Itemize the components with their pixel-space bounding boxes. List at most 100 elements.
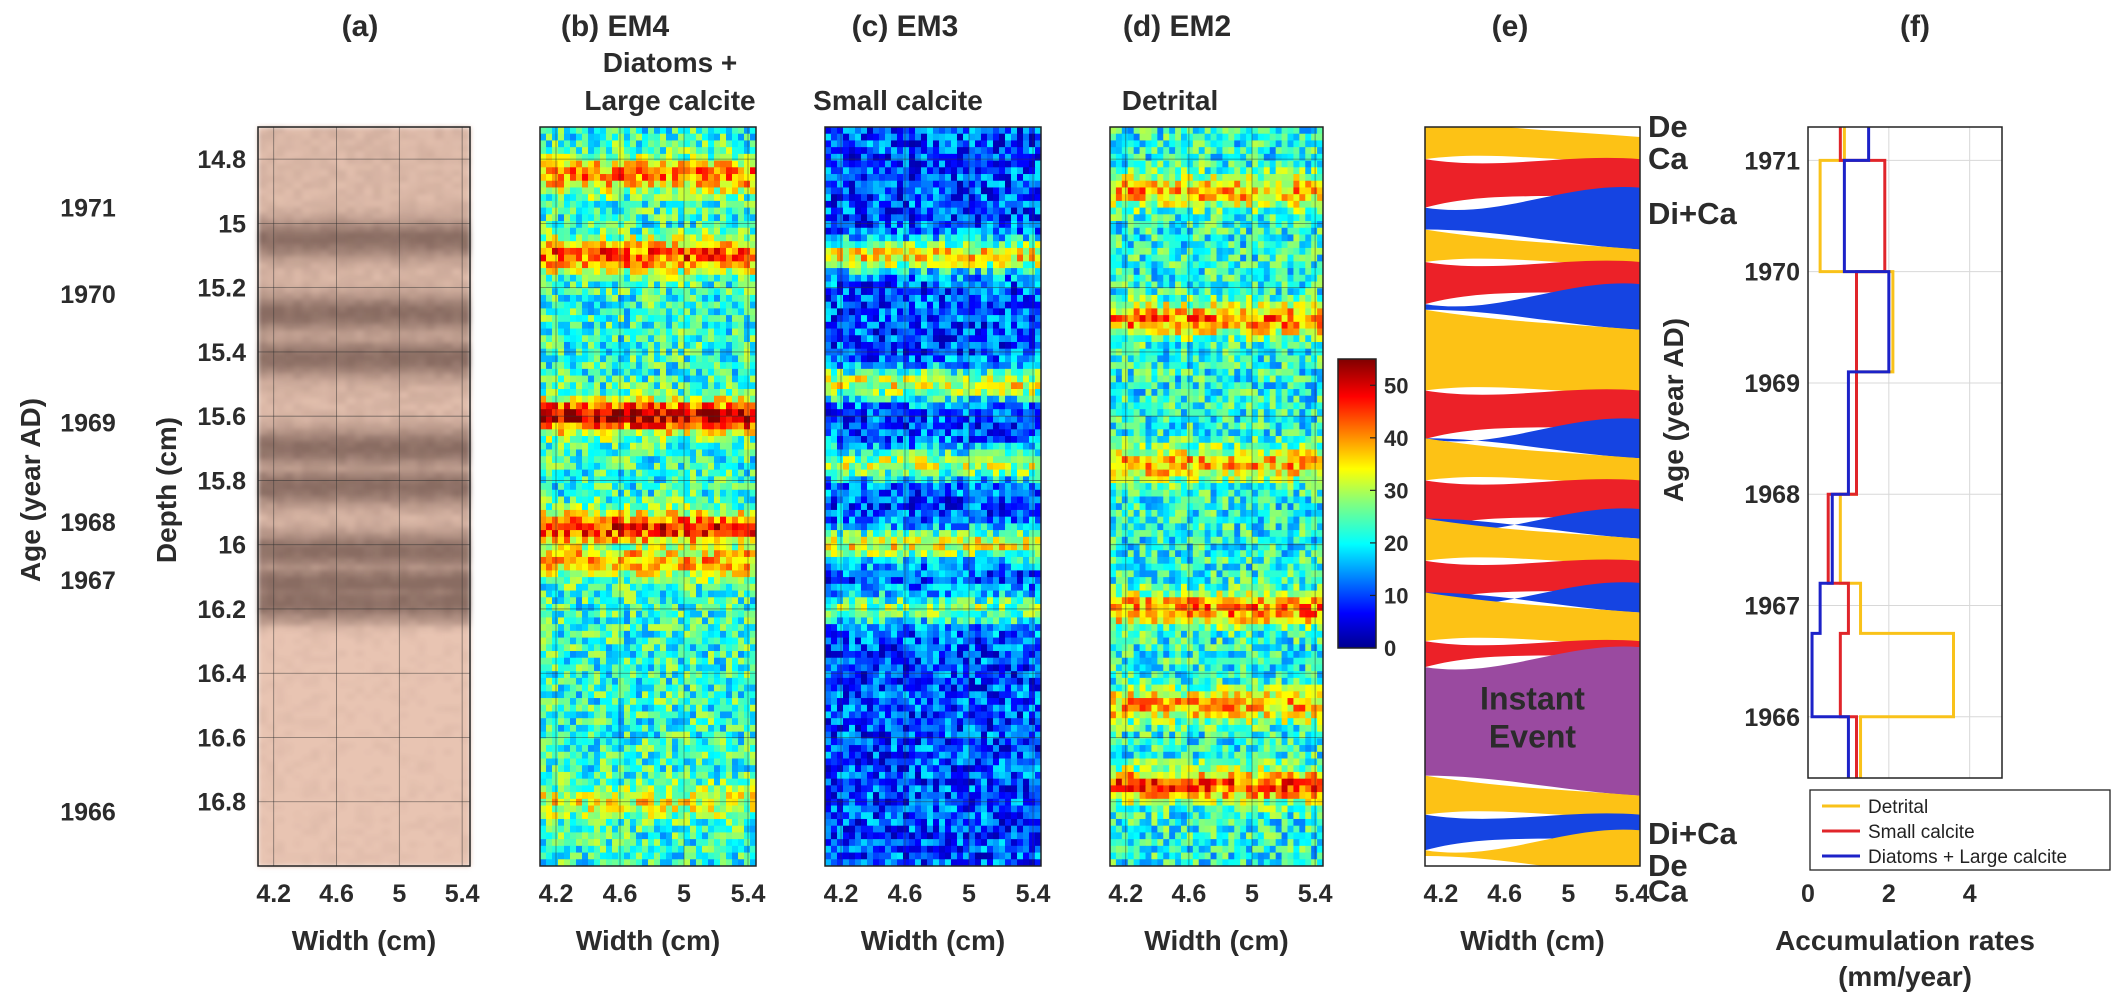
panel-b-cell: [726, 288, 733, 296]
panel-a-pixel: [381, 785, 392, 793]
panel-b-cell: [714, 127, 721, 135]
panel-a-pixel: [311, 182, 321, 190]
panel-a-pixel: [302, 151, 312, 159]
panel-b-cell: [702, 503, 709, 511]
depth-tick-label: 14.8: [197, 146, 246, 174]
panel-a-pixel: [293, 699, 303, 707]
panel-a-pixel: [364, 465, 374, 473]
panel-a-pixel: [372, 656, 383, 664]
panel-a-pixel: [434, 478, 445, 485]
panel-a-pixel: [461, 484, 471, 491]
panel-a-pixel: [443, 625, 453, 633]
panel-b-cell: [660, 294, 667, 303]
panel-b-cell: [702, 180, 709, 188]
panel-a-pixel: [443, 207, 453, 214]
panel-a-pixel: [372, 816, 383, 824]
panel-b-cell: [678, 469, 685, 477]
panel-b-cell: [696, 254, 703, 262]
panel-b-cell: [642, 241, 649, 249]
panel-b-cell: [732, 422, 739, 430]
panel-a-pixel: [372, 127, 383, 134]
panel-a-pixel: [417, 761, 427, 769]
panel-b-cell: [660, 489, 667, 497]
panel-a-pixel: [355, 447, 365, 454]
panel-a-pixel: [293, 225, 303, 233]
panel-b-cell: [738, 207, 745, 215]
panel-a-pixel: [390, 693, 400, 701]
panel-b-cell: [648, 194, 655, 202]
panel-a-pixel: [284, 588, 294, 596]
panel-a-pixel: [311, 675, 321, 682]
panel-a-pixel: [434, 779, 445, 787]
panel-a-pixel: [425, 453, 436, 461]
panel-a-pixel: [417, 404, 427, 411]
panel-a-pixel: [381, 748, 392, 756]
panel-a-pixel: [293, 256, 303, 264]
panel-b-cell: [684, 268, 691, 276]
panel-a-pixel: [434, 576, 445, 584]
panel-a-pixel: [434, 262, 445, 270]
panel-b-cell: [606, 194, 613, 202]
panel-a-pixel: [417, 441, 427, 448]
panel-b-cell: [642, 341, 649, 350]
panel-b-cell: [606, 489, 613, 497]
panel-a-pixel: [266, 656, 277, 664]
panel-b-cell: [702, 328, 709, 336]
panel-a-pixel: [293, 441, 303, 448]
panel-a-pixel: [337, 619, 347, 627]
panel-b-cell: [672, 503, 679, 511]
panel-a-pixel: [381, 693, 392, 701]
panel-a-pixel: [399, 718, 409, 725]
panel-a-pixel: [293, 644, 303, 652]
panel-b-cell: [612, 221, 619, 229]
panel-a-pixel: [381, 484, 392, 491]
panel-a-pixel: [417, 244, 427, 251]
panel-a-pixel: [461, 582, 471, 590]
panel-a-pixel: [311, 145, 321, 153]
panel-b-cell: [540, 167, 547, 175]
panel-b-cell: [666, 241, 673, 249]
panel-a-pixel: [311, 595, 321, 602]
panel-a-pixel: [399, 767, 409, 775]
panel-a-pixel: [390, 816, 400, 824]
panel-a-pixel: [381, 428, 392, 436]
panel-a-pixel: [364, 428, 374, 436]
panel-a-pixel: [275, 441, 286, 448]
panel-b-cell: [708, 301, 715, 309]
panel-b-cell: [636, 375, 643, 383]
panel-a-pixel: [381, 662, 392, 670]
panel-a-pixel: [443, 681, 453, 689]
panel-b-cell: [600, 174, 607, 182]
panel-a-pixel: [417, 539, 427, 547]
panel-a-pixel: [443, 644, 453, 652]
panel-a-pixel: [328, 656, 339, 664]
panel-a-pixel: [443, 742, 453, 750]
panel-b-cell: [624, 496, 631, 504]
panel-a-pixel: [443, 853, 453, 861]
panel-a-pixel: [346, 465, 356, 473]
panel-a-pixel: [443, 250, 453, 257]
panel-a-pixel: [461, 127, 471, 134]
panel-a-pixel: [284, 213, 294, 220]
panel-a-pixel: [461, 785, 471, 793]
panel-a-pixel: [443, 847, 453, 855]
panel-b-cell: [624, 315, 631, 323]
panel-a-pixel: [284, 675, 294, 682]
panel-b-cell: [588, 234, 595, 242]
panel-b-cell: [612, 234, 619, 242]
panel-b-cell: [648, 133, 655, 141]
panel-b-cell: [540, 483, 547, 491]
panel-a-pixel: [434, 268, 445, 276]
panel-a-pixel: [425, 551, 436, 559]
panel-a-pixel: [284, 453, 294, 461]
panel-b-cell: [588, 167, 595, 175]
panel-a-pixel: [461, 521, 471, 528]
panel-a-pixel: [434, 631, 445, 639]
panel-b-cell: [588, 409, 595, 417]
panel-b-cell: [660, 308, 667, 316]
panel-b-cell: [570, 247, 577, 256]
panel-a-pixel: [399, 755, 409, 762]
panel-a-pixel: [381, 336, 392, 344]
panel-a-pixel: [319, 287, 330, 294]
panel-b-cell: [606, 341, 613, 350]
